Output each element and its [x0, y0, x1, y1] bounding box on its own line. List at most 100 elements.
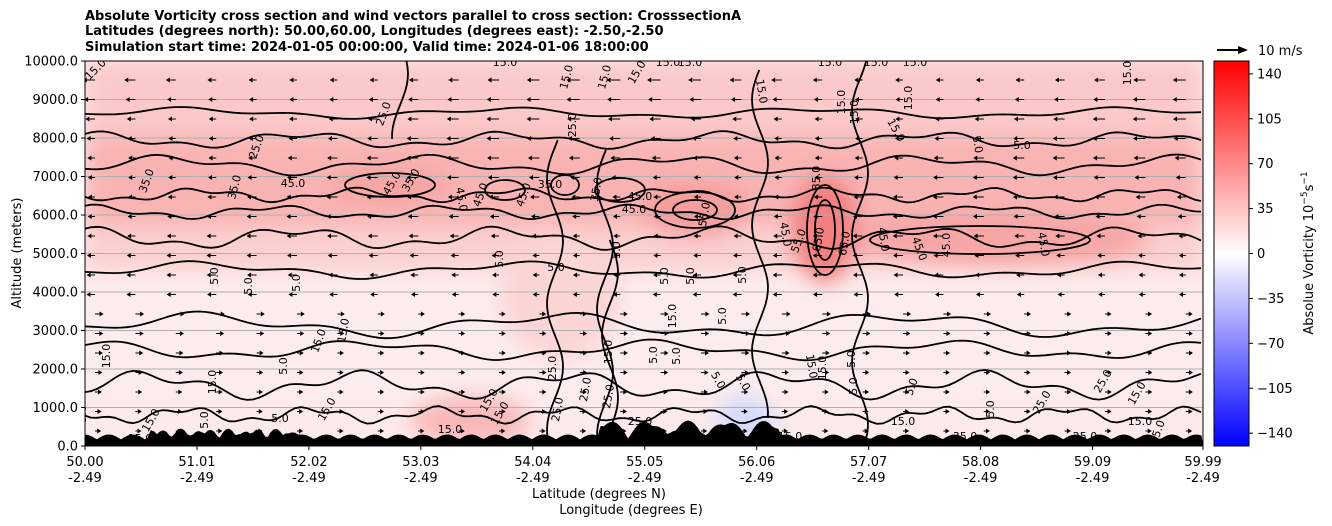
wind-vector-head	[542, 311, 547, 317]
colorbar-tick-label: 105	[1257, 112, 1282, 127]
wind-vector-head	[139, 331, 144, 336]
wind-vector-head	[705, 331, 710, 336]
wind-vector-head	[249, 97, 254, 102]
wind-vector-head	[743, 409, 748, 414]
wind-vector-head	[531, 233, 536, 239]
wind-vector-head	[1135, 194, 1140, 200]
wind-vector-head	[448, 214, 453, 219]
wind-vector-head	[622, 409, 627, 414]
wind-vector-head	[771, 77, 776, 83]
wind-vector-head	[420, 311, 425, 317]
wind-vector-head	[975, 292, 980, 297]
x-tick-label-latitude: 50.00	[66, 455, 103, 470]
wind-vector-head	[573, 253, 578, 258]
wind-vector-head	[1107, 311, 1112, 317]
wind-vector-head	[178, 370, 183, 375]
wind-vector-head	[299, 409, 304, 414]
colorbar: 140 105 70 35 0 −35 −70 −105 −140 Absolue Vortic…	[1213, 60, 1317, 447]
wind-vector-head	[420, 331, 425, 336]
wind-vector-head	[1055, 233, 1060, 239]
wind-vector-head	[1188, 311, 1193, 317]
wind-vector-head	[167, 194, 172, 200]
wind-vector-head	[369, 272, 374, 278]
wind-vector-head	[246, 233, 251, 239]
wind-vector-head	[247, 292, 252, 297]
wind-vector-head	[180, 311, 185, 317]
wind-vector-head	[813, 194, 818, 200]
wind-vector-head	[99, 311, 104, 317]
wind-vector-head	[1013, 214, 1018, 219]
wind-vector-head	[688, 77, 693, 83]
wind-vector-head	[986, 389, 991, 395]
wind-vector-head	[125, 97, 130, 102]
wind-vector-head	[299, 370, 304, 375]
wind-vector-head	[486, 116, 491, 122]
contour-label: 15.0	[100, 344, 113, 369]
wind-vector-head	[975, 77, 980, 83]
wind-vector-head	[246, 214, 251, 219]
x-tick-label-longitude: -2.49	[292, 471, 326, 486]
x-tick-label-latitude: 51.01	[178, 455, 215, 470]
wind-vector-head	[447, 97, 452, 102]
contour-line	[601, 239, 619, 445]
x-tick-label-latitude: 53.03	[402, 455, 439, 470]
wind-vector-head	[542, 331, 547, 336]
wind-vector-head	[530, 194, 535, 200]
wind-vector-head	[773, 214, 778, 219]
contour-label: 15.0	[128, 432, 153, 445]
colorbar-tick-label: −35	[1257, 292, 1284, 307]
wind-vector-head	[487, 77, 492, 83]
wind-vector-head	[406, 155, 411, 161]
wind-vector-head	[501, 331, 506, 336]
wind-vector-head	[865, 370, 870, 375]
wind-vector-head	[786, 311, 791, 317]
wind-vector-head	[693, 155, 698, 161]
wind-vector-head	[972, 175, 977, 180]
wind-vector-head	[368, 253, 373, 258]
wind-vector-head	[613, 214, 618, 219]
wind-vector-head	[894, 136, 899, 141]
wind-vector-head	[1054, 214, 1059, 219]
contour-label: 5.0	[670, 347, 683, 365]
wind-vector-head	[945, 428, 950, 434]
contour-label: 45.0	[940, 233, 953, 258]
wind-vector-head	[326, 194, 331, 200]
wind-vector-head	[178, 389, 183, 395]
contour-label: 5.0	[658, 267, 671, 285]
wind-vector-head	[329, 97, 334, 102]
contour-line	[85, 310, 1202, 340]
wind-vector-head	[286, 233, 291, 239]
wind-vector-head	[98, 370, 103, 375]
contour-line	[85, 203, 1202, 221]
wind-vector-head	[329, 292, 334, 297]
wind-vector-head	[825, 370, 830, 375]
wind-vector-head	[218, 389, 223, 395]
wind-vector-head	[746, 311, 751, 317]
wind-vector-head	[814, 175, 819, 180]
wind-vector-head	[705, 311, 710, 317]
wind-vector-head	[663, 409, 668, 414]
wind-vector-head	[905, 350, 910, 356]
wind-vector-head	[542, 389, 547, 395]
wind-vector-head	[652, 175, 657, 180]
contour-label: 15.0	[666, 304, 679, 329]
contour-label: 5.0	[984, 400, 997, 418]
wind-vector-head	[986, 350, 991, 356]
wind-vector-head	[87, 155, 92, 161]
wind-vector-head	[260, 311, 265, 317]
contour-label: 15.0	[903, 56, 928, 69]
wind-vector-head	[461, 311, 466, 317]
y-axis-label: Altitude (meters)	[10, 198, 25, 309]
colorbar-tick-label: −105	[1257, 382, 1293, 397]
wind-vector-head	[613, 272, 618, 278]
wind-vector-head	[905, 389, 910, 395]
wind-vector-head	[1027, 311, 1032, 317]
wind-vector-head	[448, 77, 453, 83]
wind-vector-head	[974, 116, 979, 122]
wind-vector-head	[1013, 136, 1018, 141]
wind-vector-head	[648, 97, 653, 102]
wind-vector-head	[785, 350, 790, 356]
wind-vector-head	[339, 428, 344, 434]
wind-vector-head	[97, 409, 102, 414]
wind-vector-head	[623, 350, 628, 356]
